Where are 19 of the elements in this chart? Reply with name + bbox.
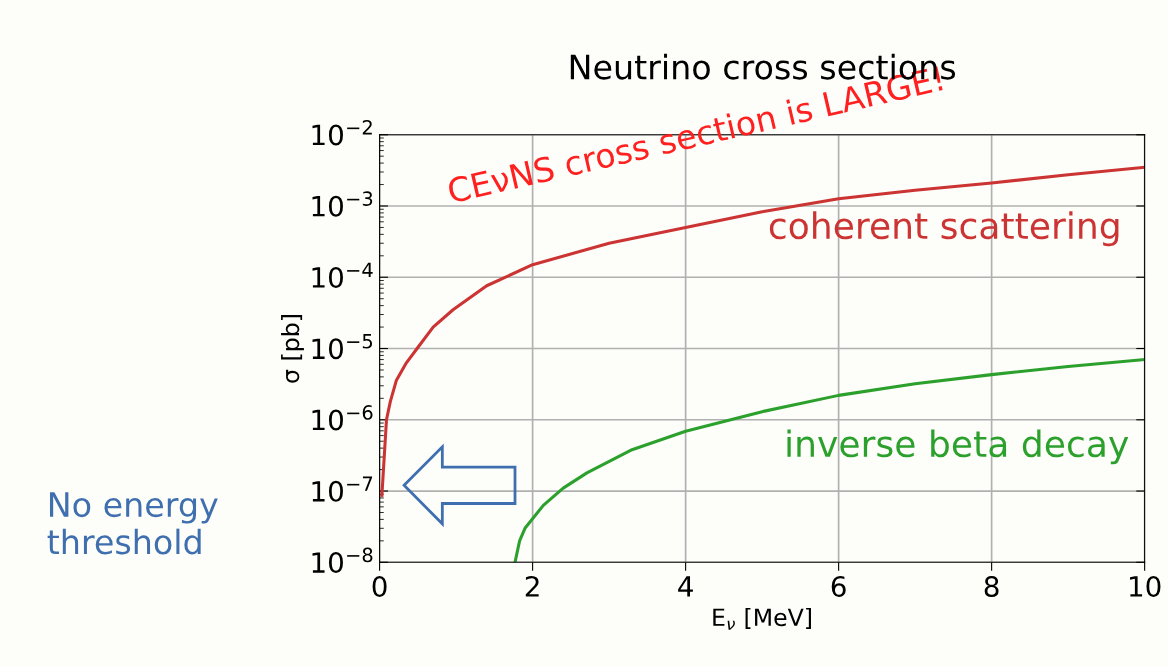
series-label: inverse beta decay: [787, 429, 1129, 465]
y-tick-label: 10$^{−4}$: [312, 262, 373, 289]
y-tick-label: 10$^{−6}$: [312, 405, 373, 431]
y-tick-label: 10$^{−7}$: [312, 476, 373, 502]
x-tick-label: 4: [678, 576, 693, 597]
x-tick-label: 8: [984, 575, 999, 597]
line-series: [513, 358, 1145, 563]
x-tick-label: 10: [1130, 575, 1161, 597]
x-tick-label: 2: [525, 575, 539, 597]
x-tick-label: 0: [372, 575, 387, 597]
x-axis-title: E$_{ν}$ [MeV]: [713, 607, 811, 630]
text: No energy threshold: [47, 492, 218, 555]
y-tick-label: 10$^{−5}$: [312, 334, 373, 360]
y-axis-title: σ [pb]: [281, 315, 304, 383]
y-tick-label: 10$^{−2}$: [312, 120, 372, 146]
series-label: coherent scattering: [769, 211, 1119, 247]
y-tick-label: 10$^{−8}$: [312, 547, 373, 574]
x-tick-label: 6: [831, 575, 846, 597]
y-tick-label: 10$^{−3}$: [312, 191, 373, 217]
